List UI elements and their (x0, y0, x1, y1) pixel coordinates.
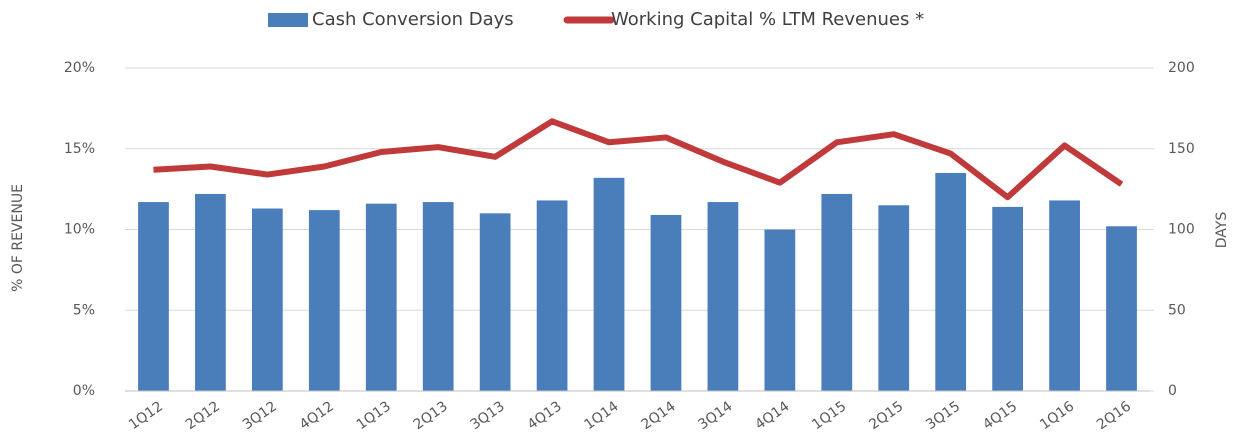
y-tick-label: 15% (64, 141, 95, 157)
x-tick-label: 2Q13 (411, 398, 451, 433)
y-tick-label: 20% (64, 60, 95, 76)
x-tick-label: 3Q15 (923, 398, 963, 433)
y2-tick-label: 150 (1168, 141, 1195, 157)
y-tick-label: 0% (73, 383, 95, 399)
x-tick-label: 2Q14 (638, 398, 678, 433)
legend-label: Working Capital % LTM Revenues * (611, 9, 924, 30)
bar (707, 202, 739, 391)
bar (1049, 200, 1080, 391)
y-tick-label: 10% (64, 222, 95, 238)
line (153, 118, 1124, 201)
bar (764, 229, 796, 391)
bar (365, 203, 397, 391)
y2-tick-label: 0 (1168, 383, 1177, 399)
x-tick-label: 4Q12 (297, 398, 337, 433)
x-tick-label: 4Q13 (525, 398, 565, 433)
x-tick-label: 4Q15 (980, 398, 1020, 433)
x-tick-label: 1Q13 (354, 398, 394, 433)
x-tick-label: 3Q12 (240, 398, 280, 433)
bar (536, 200, 568, 391)
bar (479, 213, 511, 391)
bar (935, 172, 967, 391)
x-tick-label: 1Q15 (809, 398, 849, 433)
x-tick-label: 2Q12 (183, 398, 223, 433)
legend-label: Cash Conversion Days (312, 9, 514, 30)
bar (308, 210, 340, 391)
y2-tick-label: 50 (1168, 302, 1186, 318)
y2-axis-title: DAYS (1214, 212, 1230, 249)
y2-tick-label: 100 (1168, 222, 1195, 238)
bar (1106, 226, 1137, 391)
x-tick-label: 1Q12 (126, 398, 166, 433)
legend-swatch (268, 13, 308, 27)
x-tick-label: 4Q14 (752, 398, 792, 433)
x-tick-label: 1Q16 (1037, 398, 1077, 433)
bar (878, 205, 910, 391)
bar (422, 202, 454, 391)
bar (138, 202, 169, 391)
x-tick-label: 2Q15 (866, 398, 906, 433)
bar (821, 193, 853, 391)
y-tick-label: 5% (73, 302, 95, 318)
y2-tick-label: 200 (1168, 60, 1195, 76)
y-axis-title: % OF REVENUE (10, 184, 26, 292)
bar (650, 214, 682, 391)
x-tick-label: 1Q14 (582, 398, 622, 433)
bar (992, 206, 1024, 391)
bar (593, 177, 625, 391)
bar (251, 208, 283, 391)
bar (195, 193, 226, 391)
x-tick-label: 3Q13 (468, 398, 508, 433)
x-tick-label: 3Q14 (695, 398, 735, 433)
x-tick-label: 2Q16 (1094, 398, 1134, 433)
